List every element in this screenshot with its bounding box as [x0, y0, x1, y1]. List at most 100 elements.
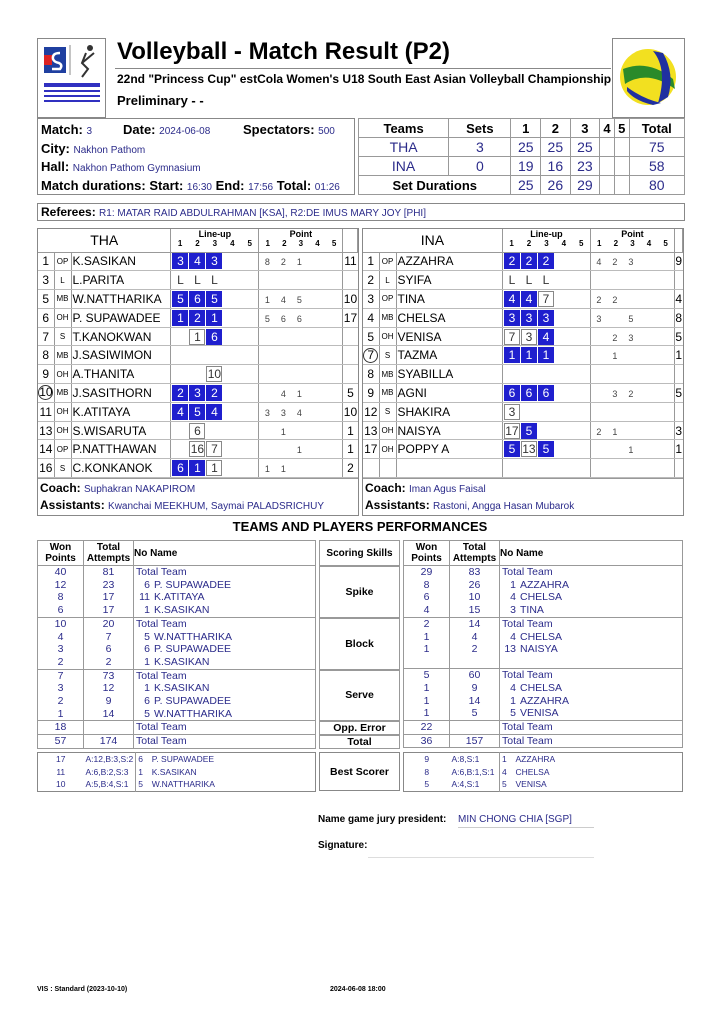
player-name: P. SUPAWADEE [71, 308, 172, 328]
player-row: 17 OH POPPY A 5 13 5 1 1 [363, 439, 683, 460]
set-duration: 29 [569, 175, 601, 195]
performance-row: 8 17 11 K.ATITAYA [37, 591, 316, 605]
performance-row: 1 4 4 CHELSA [403, 630, 683, 644]
skill-total: Total [319, 735, 400, 749]
total-duration: 01:26 [314, 181, 340, 193]
set-point: 2 [612, 294, 618, 305]
player-name: Total Team [502, 720, 553, 733]
lineup-position: 5 [172, 290, 189, 307]
match-info: Match: 3 Date: 2024-06-08 Spectators: 50… [37, 118, 355, 195]
lineup-position: 3 [189, 384, 206, 401]
set-points [258, 270, 344, 291]
player: Total Team [499, 616, 683, 631]
player-position: MB [379, 308, 397, 328]
no-name-header: No Name [499, 540, 683, 566]
set-point: 4 [280, 294, 286, 305]
lineup-position: 2 [172, 384, 189, 401]
set-number: 2 [613, 239, 619, 248]
player: Total Team [133, 668, 316, 683]
player-name: Total Team [136, 566, 187, 578]
player-row: 7 S TAZMA 1 1 1 1 1 [363, 345, 683, 366]
lineup-cells: 16 7 [170, 439, 260, 460]
lineup-header: Line-up 1 2 3 4 5 [502, 229, 591, 253]
best-scorer-row: 10 A:5,B:4,S:1 5 W.NATTHARIKA [38, 778, 316, 791]
lineup-position: 5 [520, 422, 537, 439]
player-position: OH [54, 308, 72, 328]
set-point: 1 [296, 257, 302, 268]
player-row: 16 S C.KONKANOK 6 1 1 1 1 2 [38, 458, 358, 479]
set-duration: 26 [540, 175, 571, 195]
lineup-position: 4 [172, 403, 189, 420]
player-position: OH [379, 327, 397, 347]
score-table: Teams Sets 1 2 3 4 5 Total THA 3 25 25 25 75 INA 0 19 1… [357, 118, 686, 195]
player-total-points: 4 [674, 289, 683, 309]
score-cell: 3 [448, 137, 512, 157]
score-cell: 0 [448, 156, 512, 176]
player-position: OP [54, 439, 72, 460]
lineup-position [172, 366, 188, 382]
total-attempts: 174 [83, 734, 134, 749]
score-header: 1 [510, 118, 542, 138]
city-label: City: [41, 140, 70, 156]
lineup-position: L [508, 273, 516, 288]
player-number: 1 [138, 766, 143, 777]
lineup-position: 3 [520, 309, 537, 326]
lineup-position: 3 [206, 253, 223, 270]
player-name: P. SUPAWADEE [154, 695, 232, 708]
player-number [363, 458, 380, 479]
won-points: 6 [403, 591, 450, 605]
performance-row: 4 15 3 TINA [403, 604, 683, 618]
player-number: 5 [138, 779, 143, 789]
set-points [590, 364, 675, 385]
set-point: 4 [596, 257, 602, 268]
player-row: 8 MB SYABILLA [363, 364, 683, 385]
breakdown: A:5,B:4,S:1 [83, 778, 137, 791]
player: 1 K.SASIKAN [133, 682, 316, 696]
coach: Coach: Suphakran NAKAPIROM [38, 478, 358, 496]
total-attempts: 26 [449, 578, 500, 592]
spectators-label: Spectators: [243, 122, 315, 137]
points: 5 [424, 779, 430, 789]
set-number: 1 [177, 239, 183, 248]
total-attempts: 17 [83, 604, 134, 618]
set-number: 2 [195, 239, 200, 248]
player-row: 12 S SHAKIRA 3 [363, 402, 683, 422]
player-name: Total Team [502, 617, 553, 630]
lineup-position: 7 [503, 328, 520, 345]
player-number: 1 [144, 604, 150, 617]
set-duration: 80 [628, 175, 686, 195]
won-points: 1 [403, 643, 450, 656]
no-name-header: No Name [133, 540, 316, 566]
assistants-label: Assistants: [365, 498, 430, 513]
set-number: 4 [561, 239, 567, 248]
set-point: 8 [264, 257, 270, 268]
scoring-skills-column: Scoring Skills Spike Block Serve Opp. Error T… [319, 540, 400, 749]
player-number: 5 [144, 630, 150, 643]
player-position: S [379, 345, 397, 366]
player-number: 1 [363, 252, 380, 272]
player-name: NAISYA [396, 421, 503, 441]
player-name: J.SASIWIMON [71, 345, 172, 366]
score-header: 2 [540, 118, 571, 138]
player: Total Team [133, 720, 316, 736]
set-points [590, 270, 675, 291]
player-number: 1 [144, 655, 150, 668]
set-point: 1 [296, 388, 302, 399]
won-points: 3 [37, 682, 84, 696]
set-number: 3 [630, 239, 635, 248]
player: 1 AZZAHRA [499, 694, 683, 708]
set-number: 3 [212, 239, 218, 248]
player-name: CHELSA [520, 591, 563, 604]
player-number: 4 [510, 630, 516, 643]
won-points: 22 [403, 719, 450, 735]
lineup-position: L [525, 273, 533, 288]
player-name: AZZAHRA [520, 578, 570, 591]
score-cell [599, 137, 615, 157]
player: Total Team [133, 616, 316, 631]
set-points [258, 327, 344, 347]
performance-row [403, 655, 683, 670]
best-scorer-label: Best Scorer [319, 752, 400, 791]
player-number: 4 [502, 766, 507, 777]
